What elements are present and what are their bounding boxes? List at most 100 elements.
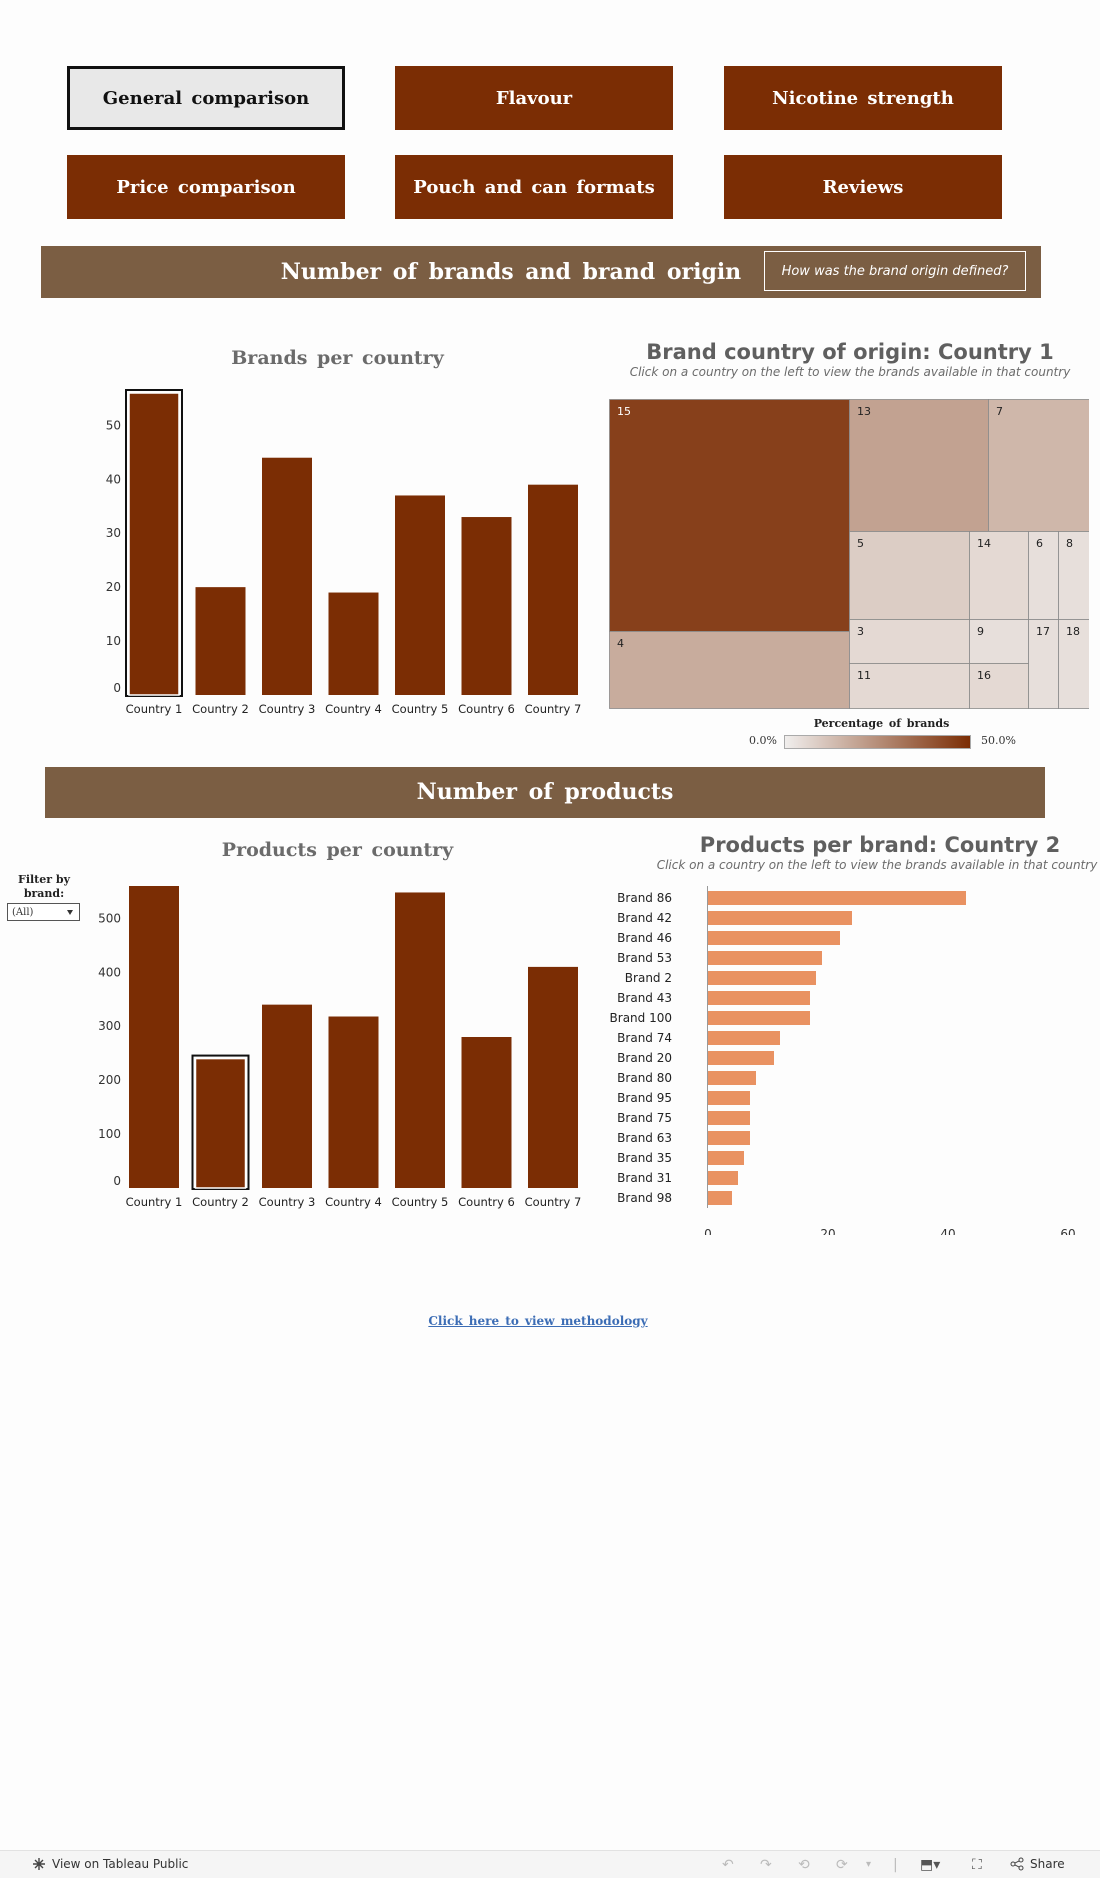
x-tick-label: 60 — [1060, 1227, 1075, 1235]
brand-origin-treemap: 15 4 13 7 5 14 6 8 3 9 17 18 11 16 — [609, 399, 1089, 709]
undo-icon[interactable]: ↶ — [722, 1857, 734, 1873]
treemap-label: 15 — [617, 405, 631, 418]
treemap-cell-15[interactable] — [609, 399, 850, 632]
bar-country-4[interactable] — [328, 592, 379, 695]
brands-per-country-chart: 0 10 20 30 40 50 Country 1 Country 2 Country 3 Co… — [106, 389, 581, 716]
hbar-brand-46[interactable] — [708, 931, 840, 945]
share-label: Share — [1030, 1857, 1065, 1871]
bar-country-2[interactable] — [195, 1058, 246, 1188]
x-tick-label: Country 7 — [525, 1195, 582, 1209]
treemap-cell-14[interactable] — [969, 531, 1029, 620]
treemap-subtitle: Click on a country on the left to view t… — [629, 365, 1071, 379]
nav-general-comparison[interactable]: General comparison — [67, 66, 345, 130]
fullscreen-icon[interactable]: ⛶ — [972, 1857, 982, 1873]
bar-country-3[interactable] — [262, 457, 312, 695]
download-icon[interactable]: ⬒▾ — [920, 1857, 941, 1873]
treemap-cell-16[interactable] — [969, 663, 1029, 709]
treemap-cell-6[interactable] — [1028, 531, 1059, 620]
brand-label: Brand 75 — [617, 1111, 672, 1125]
brands-chart-title: Brands per country — [231, 347, 444, 369]
legend-min-label: 0.0% — [749, 734, 777, 747]
refresh-icon[interactable]: ⟳ — [836, 1857, 848, 1873]
x-tick-label: Country 3 — [259, 1195, 316, 1209]
x-tick-label: Country 1 — [126, 1195, 183, 1209]
treemap-cell-13[interactable] — [849, 399, 989, 532]
brand-label: Brand 35 — [617, 1151, 672, 1165]
x-tick-label: Country 4 — [325, 1195, 382, 1209]
hbar-brand-35[interactable] — [708, 1151, 744, 1165]
refresh-menu-icon[interactable]: ▾ — [866, 1859, 872, 1870]
hbar-brand-20[interactable] — [708, 1051, 774, 1065]
nav-price-comparison[interactable]: Price comparison — [67, 155, 345, 219]
brand-label: Brand 86 — [617, 891, 672, 905]
bar-country-2[interactable] — [195, 587, 246, 695]
brand-origin-info-button[interactable]: How was the brand origin defined? — [764, 251, 1026, 291]
share-button[interactable]: Share — [1010, 1857, 1065, 1871]
brand-label: Brand 42 — [617, 911, 672, 925]
chevron-down-icon — [67, 910, 73, 915]
bar-country-5[interactable] — [395, 495, 445, 695]
treemap-cell-8[interactable] — [1058, 531, 1090, 620]
nav-flavour[interactable]: Flavour — [395, 66, 673, 130]
treemap-cell-11[interactable] — [849, 663, 970, 709]
treemap-label: 11 — [857, 669, 871, 682]
hbar-brand-80[interactable] — [708, 1071, 756, 1085]
products-chart-title: Products per country — [221, 839, 454, 861]
bar-country-7[interactable] — [528, 484, 578, 695]
bar-country-3[interactable] — [262, 1004, 312, 1188]
selected-bar-inner — [194, 1057, 247, 1189]
treemap-cell-3[interactable] — [849, 619, 970, 664]
hbar-brand-100[interactable] — [708, 1011, 810, 1025]
treemap-label: 6 — [1036, 537, 1043, 550]
treemap-label: 3 — [857, 625, 864, 638]
treemap-label: 14 — [977, 537, 991, 550]
hbar-brand-86[interactable] — [708, 891, 966, 905]
brand-filter-dropdown[interactable]: (All) — [7, 903, 80, 921]
revert-icon[interactable]: ⟲ — [798, 1857, 810, 1873]
section-brands-band: Number of brands and brand origin How wa… — [41, 246, 1041, 298]
bar-country-6[interactable] — [461, 1037, 512, 1188]
methodology-link[interactable]: Click here to view methodology — [428, 1314, 648, 1328]
bar-country-4[interactable] — [328, 1016, 379, 1188]
share-icon — [1010, 1857, 1024, 1871]
hbar-brand-74[interactable] — [708, 1031, 780, 1045]
hbar-brand-42[interactable] — [708, 911, 852, 925]
hbar-brand-43[interactable] — [708, 991, 810, 1005]
treemap-cell-18[interactable] — [1058, 619, 1090, 709]
treemap-cell-7[interactable] — [988, 399, 1090, 532]
x-tick-label: Country 5 — [392, 702, 449, 716]
bar-country-6[interactable] — [461, 517, 512, 695]
view-on-tableau-link[interactable]: View on Tableau Public — [32, 1857, 188, 1871]
hbar-brand-63[interactable] — [708, 1131, 750, 1145]
hbar-brand-53[interactable] — [708, 951, 822, 965]
hbar-brand-31[interactable] — [708, 1171, 738, 1185]
bar-country-1[interactable] — [129, 393, 179, 695]
treemap-label: 4 — [617, 637, 624, 650]
filter-value: (All) — [12, 906, 34, 918]
brand-products-title: Products per brand: Country 2 — [699, 833, 1061, 857]
hbar-brand-95[interactable] — [708, 1091, 750, 1105]
treemap-cell-4[interactable] — [609, 631, 850, 709]
tableau-footer: View on Tableau Public ↶ ↷ ⟲ ⟳ ▾ | ⬒▾ ⛶ … — [0, 1850, 1100, 1878]
x-tick-label: Country 2 — [192, 1195, 249, 1209]
brand-label: Brand 100 — [610, 1011, 672, 1025]
y-tick-label: 100 — [98, 1127, 121, 1141]
treemap-label: 9 — [977, 625, 984, 638]
nav-pouch-can-formats[interactable]: Pouch and can formats — [395, 155, 673, 219]
brand-label: Brand 31 — [617, 1171, 672, 1185]
nav-nicotine-strength[interactable]: Nicotine strength — [724, 66, 1002, 130]
hbar-brand-98[interactable] — [708, 1191, 732, 1205]
treemap-label: 8 — [1066, 537, 1073, 550]
bar-country-1[interactable] — [129, 886, 179, 1188]
bar-country-7[interactable] — [528, 966, 578, 1188]
nav-reviews[interactable]: Reviews — [724, 155, 1002, 219]
treemap-cell-5[interactable] — [849, 531, 970, 620]
treemap-label: 18 — [1066, 625, 1080, 638]
bar-country-5[interactable] — [395, 892, 445, 1188]
redo-icon[interactable]: ↷ — [760, 1857, 772, 1873]
hbar-brand-75[interactable] — [708, 1111, 750, 1125]
y-tick-label: 200 — [98, 1073, 121, 1087]
x-tick-label: 40 — [940, 1227, 955, 1235]
treemap-label: 17 — [1036, 625, 1050, 638]
hbar-brand-2[interactable] — [708, 971, 816, 985]
